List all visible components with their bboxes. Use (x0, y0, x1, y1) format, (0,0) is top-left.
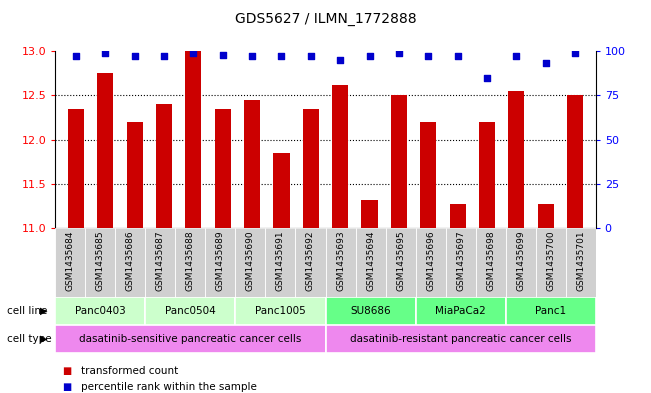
Bar (506, 297, 596, 325)
Bar (326, 297, 415, 325)
Bar (68, 108, 84, 228)
Bar (85, 228, 115, 297)
Bar (156, 104, 172, 228)
Text: dasatinib-resistant pancreatic cancer cells: dasatinib-resistant pancreatic cancer ce… (350, 334, 572, 344)
Text: GSM1435689: GSM1435689 (216, 230, 225, 291)
Text: ■: ■ (62, 366, 71, 376)
Bar (206, 228, 236, 297)
Text: ▶: ▶ (40, 334, 48, 344)
Bar (97, 73, 113, 228)
Text: GSM1435696: GSM1435696 (426, 230, 435, 291)
Point (276, 53, 286, 59)
Bar (266, 228, 296, 297)
Bar (215, 108, 231, 228)
Text: GSM1435688: GSM1435688 (186, 230, 195, 291)
Bar (326, 228, 355, 297)
Text: GSM1435701: GSM1435701 (576, 230, 585, 291)
Bar (385, 228, 415, 297)
Point (365, 53, 375, 59)
Bar (236, 297, 326, 325)
Point (511, 53, 521, 59)
Bar (450, 204, 465, 228)
Bar (236, 228, 266, 297)
Text: Panc0504: Panc0504 (165, 306, 215, 316)
Bar (296, 228, 326, 297)
Text: GSM1435684: GSM1435684 (66, 230, 75, 290)
Bar (326, 325, 596, 353)
Point (159, 53, 169, 59)
Bar (186, 51, 201, 228)
Bar (476, 228, 506, 297)
Text: SU8686: SU8686 (350, 306, 391, 316)
Point (217, 51, 228, 58)
Bar (361, 200, 378, 228)
Point (130, 53, 140, 59)
Point (540, 60, 551, 66)
Bar (115, 228, 145, 297)
Bar (273, 153, 290, 228)
Text: cell line: cell line (7, 306, 47, 316)
Text: cell type: cell type (7, 334, 51, 344)
Bar (391, 95, 407, 228)
Bar (508, 91, 525, 228)
Bar (479, 122, 495, 228)
Bar (145, 228, 175, 297)
Bar (355, 228, 385, 297)
Point (247, 53, 257, 59)
Point (188, 50, 199, 56)
Bar (506, 228, 536, 297)
Text: GSM1435685: GSM1435685 (96, 230, 105, 291)
Text: ■: ■ (62, 382, 71, 392)
Bar (566, 228, 596, 297)
Bar (145, 297, 236, 325)
Bar (415, 228, 445, 297)
Text: GSM1435687: GSM1435687 (156, 230, 165, 291)
Text: Panc1005: Panc1005 (255, 306, 306, 316)
Text: Panc1: Panc1 (535, 306, 566, 316)
Point (305, 53, 316, 59)
Bar (332, 85, 348, 228)
Point (482, 74, 492, 81)
Bar (567, 95, 583, 228)
Text: GSM1435693: GSM1435693 (336, 230, 345, 291)
Text: Panc0403: Panc0403 (75, 306, 126, 316)
Text: percentile rank within the sample: percentile rank within the sample (81, 382, 257, 392)
Point (570, 50, 580, 56)
Text: transformed count: transformed count (81, 366, 178, 376)
Point (394, 50, 404, 56)
Text: GSM1435697: GSM1435697 (456, 230, 465, 291)
Text: GSM1435692: GSM1435692 (306, 230, 315, 290)
Bar (303, 108, 319, 228)
Bar (55, 228, 85, 297)
Point (335, 57, 346, 63)
Bar (244, 100, 260, 228)
Point (452, 53, 463, 59)
Bar (420, 122, 436, 228)
Bar (415, 297, 506, 325)
Text: dasatinib-sensitive pancreatic cancer cells: dasatinib-sensitive pancreatic cancer ce… (79, 334, 301, 344)
Bar (55, 325, 325, 353)
Text: GSM1435686: GSM1435686 (126, 230, 135, 291)
Point (100, 50, 111, 56)
Text: GSM1435694: GSM1435694 (366, 230, 375, 290)
Text: GSM1435690: GSM1435690 (246, 230, 255, 291)
Point (423, 53, 434, 59)
Bar (445, 228, 476, 297)
Text: GSM1435699: GSM1435699 (516, 230, 525, 291)
Bar (126, 122, 143, 228)
Text: GSM1435691: GSM1435691 (276, 230, 285, 291)
Bar (538, 204, 554, 228)
Bar (536, 228, 566, 297)
Text: GSM1435695: GSM1435695 (396, 230, 405, 291)
Bar (175, 228, 206, 297)
Text: ▶: ▶ (40, 306, 48, 316)
Bar (55, 297, 145, 325)
Text: GSM1435698: GSM1435698 (486, 230, 495, 291)
Point (71, 53, 81, 59)
Text: GDS5627 / ILMN_1772888: GDS5627 / ILMN_1772888 (235, 12, 416, 26)
Text: GSM1435700: GSM1435700 (546, 230, 555, 291)
Text: MiaPaCa2: MiaPaCa2 (436, 306, 486, 316)
